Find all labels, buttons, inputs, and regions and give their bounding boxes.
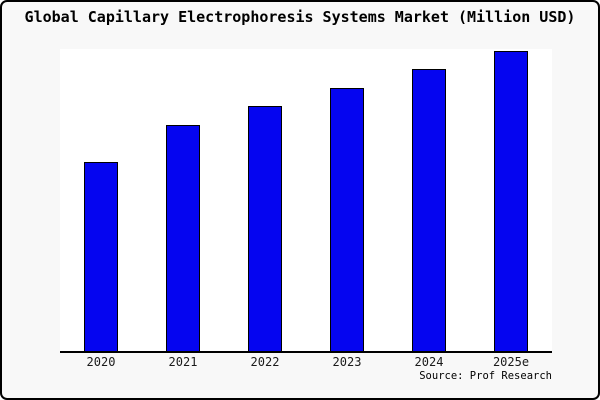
chart-title: Global Capillary Electrophoresis Systems… [24,8,576,26]
x-tick-label-2024: 2024 [414,355,444,369]
source-credit: Source: Prof Research [419,370,552,382]
bar-2021 [166,125,200,351]
plot-area [60,49,552,353]
bar-2023 [330,87,364,351]
x-tick-label-2021: 2021 [168,355,198,369]
bar-2024 [412,68,446,351]
bar-2020 [84,161,118,351]
bar-2025e [494,51,528,351]
x-tick-label-2022: 2022 [250,355,280,369]
bar-2022 [248,106,282,351]
x-tick-label-2023: 2023 [332,355,362,369]
x-tick-label-2025e: 2025e [492,355,530,369]
x-tick-label-2020: 2020 [86,355,116,369]
x-axis-labels: 2020 2021 2022 2023 2024 2025e [60,355,552,370]
